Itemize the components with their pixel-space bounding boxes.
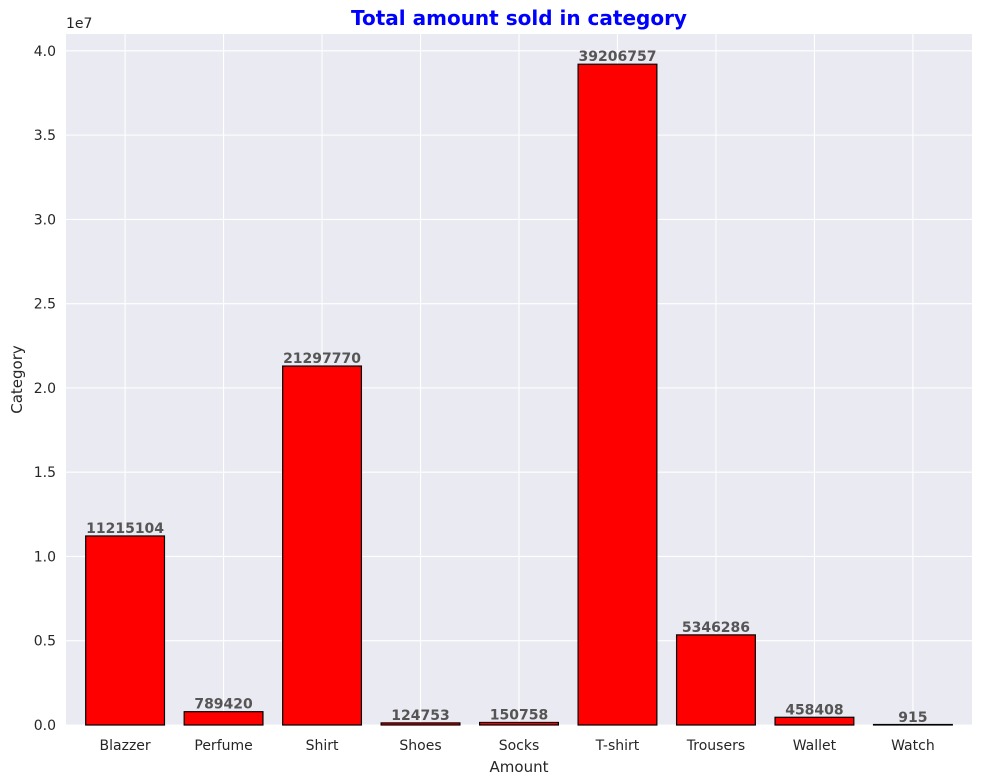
data-label: 11215104 — [86, 521, 164, 537]
bar-t-shirt — [577, 63, 658, 726]
y-tick-label: 0.0 — [34, 718, 56, 734]
data-label: 124753 — [391, 708, 449, 724]
bar-shoes — [380, 722, 461, 726]
data-label: 789420 — [194, 697, 253, 713]
data-label: 39206757 — [579, 49, 657, 65]
x-tick-label: Shirt — [306, 738, 339, 754]
y-tick-label: 0.5 — [34, 634, 56, 650]
x-tick-label: Trousers — [686, 738, 745, 754]
data-label: 5346286 — [682, 620, 750, 636]
bar-shirt — [282, 365, 363, 726]
bar-layer — [85, 63, 953, 726]
y-tick-label: 2.5 — [34, 297, 56, 313]
y-axis-label: Category — [8, 345, 26, 414]
x-tick-label: Perfume — [194, 738, 252, 754]
y-tick-label: 1.5 — [34, 465, 56, 481]
bar-trousers — [675, 634, 756, 726]
bar-watch — [872, 723, 953, 726]
axis-layer: 0.0 0.5 1.0 1.5 2.0 2.5 3.0 3.5 4.0 Blazzer Perfum… — [34, 44, 935, 754]
data-label: 915 — [898, 710, 927, 726]
bar-wallet — [774, 716, 855, 726]
y-tick-label: 4.0 — [34, 44, 56, 60]
bar-socks — [479, 721, 559, 726]
x-tick-label: Wallet — [793, 738, 837, 754]
x-tick-label: Socks — [499, 738, 540, 754]
data-label: 150758 — [490, 707, 548, 723]
x-tick-label: Shoes — [399, 738, 441, 754]
data-label: 21297770 — [283, 351, 361, 367]
y-axis-offset-label: 1e7 — [66, 16, 92, 32]
chart-title: Total amount sold in category — [351, 6, 687, 30]
x-tick-label: Blazzer — [100, 738, 151, 754]
x-tick-label: T-shirt — [595, 738, 640, 754]
bar-blazzer — [85, 535, 166, 726]
y-tick-label: 3.5 — [34, 128, 56, 144]
x-axis-label: Amount — [490, 758, 549, 776]
y-tick-label: 1.0 — [34, 549, 56, 565]
bar-perfume — [183, 711, 264, 726]
data-label: 458408 — [785, 702, 843, 718]
x-tick-label: Watch — [891, 738, 935, 754]
y-tick-label: 3.0 — [34, 212, 56, 228]
y-tick-label: 2.0 — [34, 381, 56, 397]
data-label-layer: 11215104 789420 21297770 124753 150758 392067… — [86, 49, 927, 726]
